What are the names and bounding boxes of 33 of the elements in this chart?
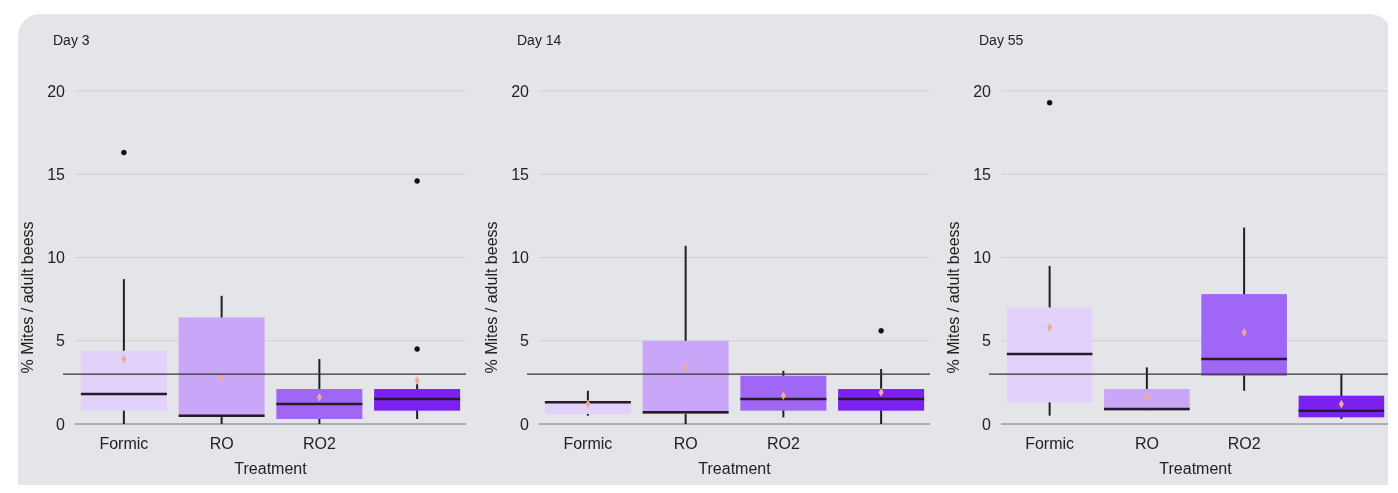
x-tick-label: RO2 bbox=[302, 435, 336, 452]
chart-title: Day 14 bbox=[517, 32, 562, 48]
x-tick-label: RO bbox=[209, 435, 234, 452]
x-tick-label: RO bbox=[673, 435, 698, 452]
y-tick-label: 15 bbox=[511, 165, 530, 183]
y-tick-label: 5 bbox=[982, 332, 992, 350]
x-tick-label: Formic bbox=[99, 435, 149, 452]
y-tick-label: 0 bbox=[56, 415, 66, 433]
y-tick-label: 10 bbox=[511, 249, 530, 267]
y-tick-label: 0 bbox=[520, 415, 530, 433]
y-tick-label: 5 bbox=[56, 332, 66, 350]
y-tick-label: 20 bbox=[511, 82, 530, 100]
x-axis-title: Treatment bbox=[234, 460, 308, 477]
y-axis-title: % Mites / adult beess bbox=[483, 221, 500, 374]
x-axis-title: Treatment bbox=[1159, 460, 1233, 477]
y-tick-label: 20 bbox=[47, 82, 66, 100]
x-tick-label: RO2 bbox=[766, 435, 800, 452]
chart-title: Day 3 bbox=[53, 32, 90, 48]
x-tick-label: Formic bbox=[1025, 435, 1075, 452]
y-tick-label: 10 bbox=[973, 249, 992, 267]
y-tick-label: 5 bbox=[520, 332, 530, 350]
y-axis-title: % Mites / adult beess bbox=[19, 221, 36, 374]
y-tick-label: 15 bbox=[47, 165, 66, 183]
y-tick-label: 20 bbox=[973, 82, 992, 100]
x-tick-label: Formic bbox=[563, 435, 613, 452]
y-axis-title: % Mites / adult beess bbox=[945, 221, 962, 374]
y-tick-label: 10 bbox=[47, 249, 66, 267]
x-tick-label: RO bbox=[1134, 435, 1159, 452]
y-tick-label: 15 bbox=[973, 165, 992, 183]
x-axis-title: Treatment bbox=[698, 460, 772, 477]
chart-title: Day 55 bbox=[979, 32, 1024, 48]
y-tick-label: 0 bbox=[982, 415, 992, 433]
x-tick-label: RO2 bbox=[1227, 435, 1261, 452]
